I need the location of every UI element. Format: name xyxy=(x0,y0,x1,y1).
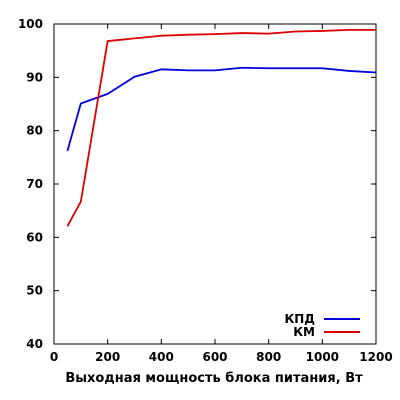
series-line-2 xyxy=(66,28,376,227)
legend-label: КПД xyxy=(284,312,315,326)
x-tick-label: 0 xyxy=(50,350,58,364)
y-tick-label: 80 xyxy=(26,124,43,138)
x-tick-label: 800 xyxy=(256,350,281,364)
y-tick-label: 70 xyxy=(26,177,43,191)
x-tick-label: 400 xyxy=(149,350,174,364)
y-tick-label: 60 xyxy=(26,230,43,244)
x-axis-title: Выходная мощность блока питания, Вт xyxy=(65,371,363,386)
y-tick-label: 50 xyxy=(26,284,43,298)
axis-ticks: 0 200 400 600 800 1000 1200 40 50 60 70 80 90 100 xyxy=(18,17,393,364)
series-line-1 xyxy=(66,66,377,152)
x-tick-label: 1000 xyxy=(306,350,339,364)
legend-label: КМ xyxy=(293,325,315,339)
y-tick-label: 90 xyxy=(26,70,43,84)
series-layer xyxy=(66,28,377,227)
x-tick-label: 200 xyxy=(95,350,120,364)
x-tick-label: 600 xyxy=(202,350,227,364)
y-tick-label: 100 xyxy=(18,17,43,31)
plot-area xyxy=(53,23,377,345)
y-tick-label: 40 xyxy=(26,337,43,351)
x-tick-label: 1200 xyxy=(359,350,392,364)
